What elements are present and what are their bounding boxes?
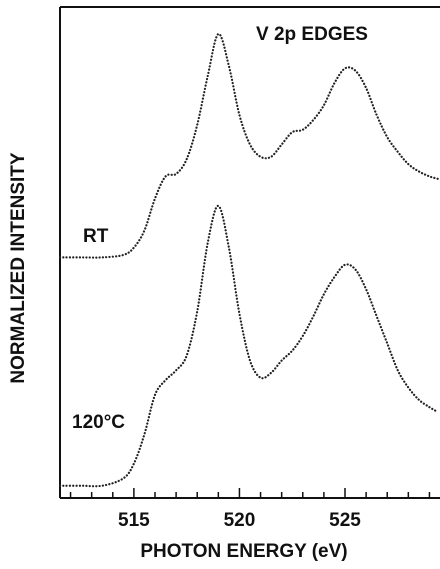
series-layer	[58, 32, 439, 488]
series-label-120c: 120°C	[72, 412, 125, 433]
plot-frame	[59, 6, 440, 499]
series-line-120c	[58, 204, 439, 488]
x-axis-label: PHOTON ENERGY (eV)	[140, 541, 347, 562]
series-line-rt	[58, 32, 439, 259]
x-tick-label: 515	[118, 510, 150, 531]
series-label-rt: RT	[83, 226, 109, 247]
x-tick-label: 525	[329, 510, 361, 531]
y-axis-label: NORMALIZED INTENSITY	[8, 152, 29, 383]
x-axis-ticks	[69, 488, 431, 498]
x-tick-label: 520	[224, 510, 256, 531]
x-axis-tick-labels: 515 520 525	[118, 510, 361, 531]
chart-title: V 2p EDGES	[256, 24, 368, 45]
